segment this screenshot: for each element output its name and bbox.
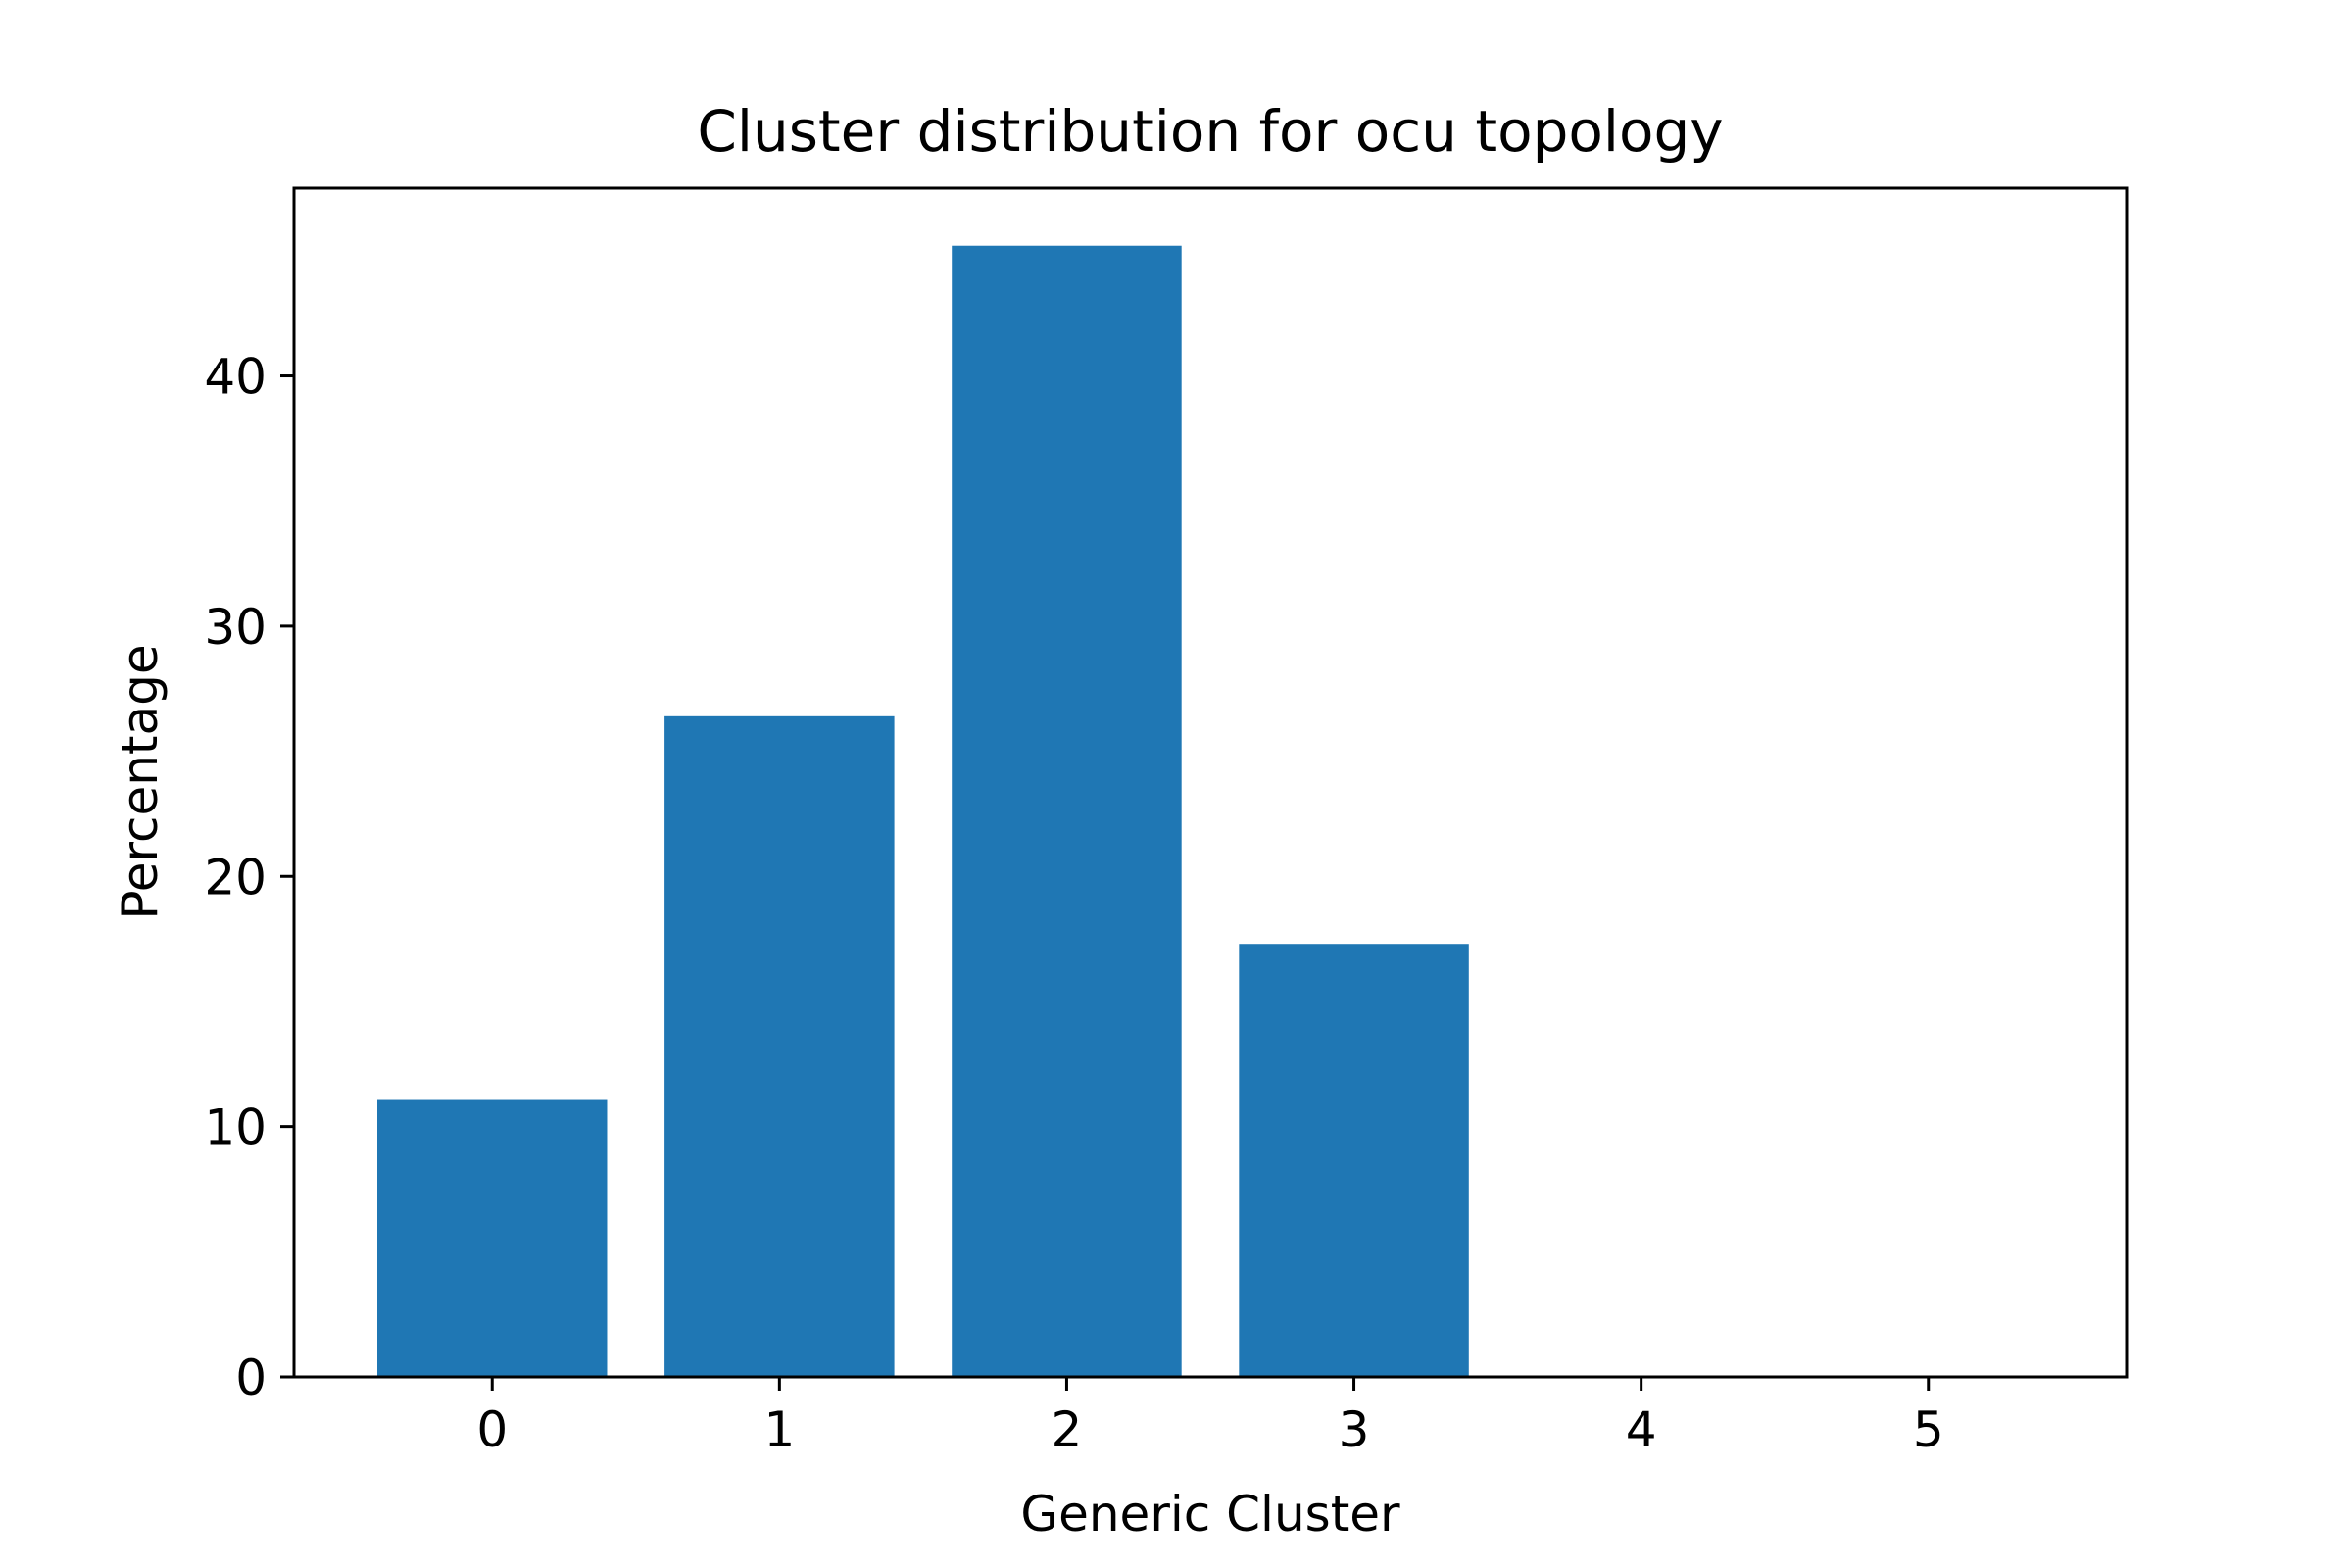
y-tick-label-10: 10: [204, 1100, 267, 1156]
x-tick-label-1: 1: [763, 1401, 795, 1458]
y-tick-label-30: 30: [204, 599, 267, 656]
plot-frame: [292, 186, 2129, 1379]
bar-0: [377, 1099, 608, 1377]
bars-group: [377, 245, 1469, 1377]
y-tick-label-20: 20: [204, 849, 267, 906]
x-tick-label-0: 0: [476, 1401, 508, 1458]
x-tick-label-2: 2: [1052, 1401, 1083, 1458]
bar-3: [1239, 944, 1469, 1377]
y-ticks-group: 0 10 20 30 40: [204, 349, 294, 1406]
y-tick-label-40: 40: [204, 349, 267, 406]
x-tick-label-4: 4: [1626, 1401, 1657, 1458]
x-ticks-group: 0 1 2 3 4 5: [476, 1377, 1944, 1458]
y-axis-label: Percentage: [112, 644, 169, 919]
chart-title: Cluster distribution for ocu topology: [697, 98, 1723, 165]
y-tick-label-0: 0: [235, 1349, 267, 1406]
x-tick-label-3: 3: [1339, 1401, 1370, 1458]
bar-2: [952, 245, 1182, 1377]
x-tick-label-5: 5: [1913, 1401, 1944, 1458]
x-axis-label: Generic Cluster: [1020, 1486, 1400, 1543]
bar-1: [664, 715, 895, 1377]
